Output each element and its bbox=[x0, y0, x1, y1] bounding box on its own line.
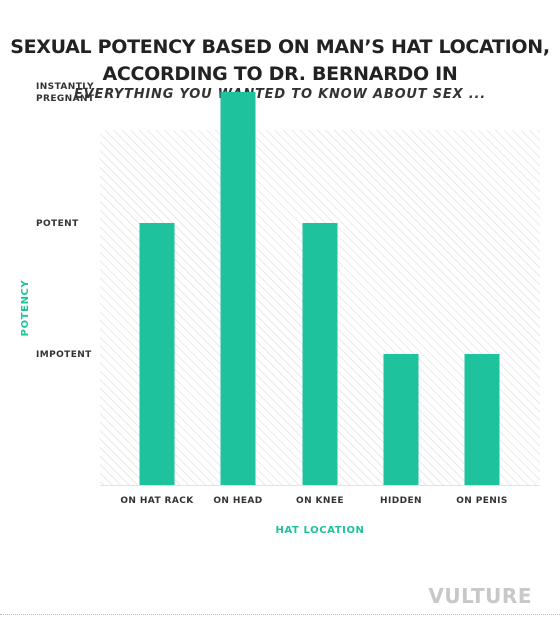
chart-title-line-2: ACCORDING TO DR. BERNARDO IN bbox=[102, 63, 458, 85]
bottom-divider bbox=[0, 614, 560, 615]
x-tick-label: ON HAT RACK bbox=[120, 496, 194, 506]
bar-on-hat-rack bbox=[139, 223, 175, 485]
y-tick-label: IMPOTENT bbox=[36, 350, 92, 360]
y-axis-title: POTENCY bbox=[20, 280, 31, 337]
y-tick-label: INSTANTLY PREGNANT bbox=[36, 82, 95, 104]
x-tick-labels: ON HAT RACK ON HEAD ON KNEE HIDDEN ON PENIS bbox=[120, 496, 507, 506]
bar-hidden bbox=[383, 354, 419, 485]
vulture-logo: VULTURE bbox=[428, 584, 532, 608]
y-tick-labels: IMPOTENT POTENT INSTANTLY PREGNANT bbox=[36, 82, 95, 360]
x-tick-label: ON KNEE bbox=[296, 496, 344, 506]
y-tick-label: POTENT bbox=[36, 219, 79, 229]
bar-on-knee bbox=[302, 223, 338, 485]
bar-on-penis bbox=[464, 354, 500, 485]
bars-group bbox=[139, 92, 500, 485]
x-tick-label: ON HEAD bbox=[213, 496, 262, 506]
chart-subtitle: EVERYTHING YOU WANTED TO KNOW ABOUT SEX … bbox=[74, 87, 486, 102]
x-tick-label: HIDDEN bbox=[380, 496, 422, 506]
x-tick-label: ON PENIS bbox=[456, 496, 508, 506]
bar-on-head bbox=[220, 92, 256, 485]
chart-title-line-1: SEXUAL POTENCY BASED ON MAN’S HAT LOCATI… bbox=[10, 36, 550, 58]
x-axis-title: HAT LOCATION bbox=[275, 525, 364, 536]
